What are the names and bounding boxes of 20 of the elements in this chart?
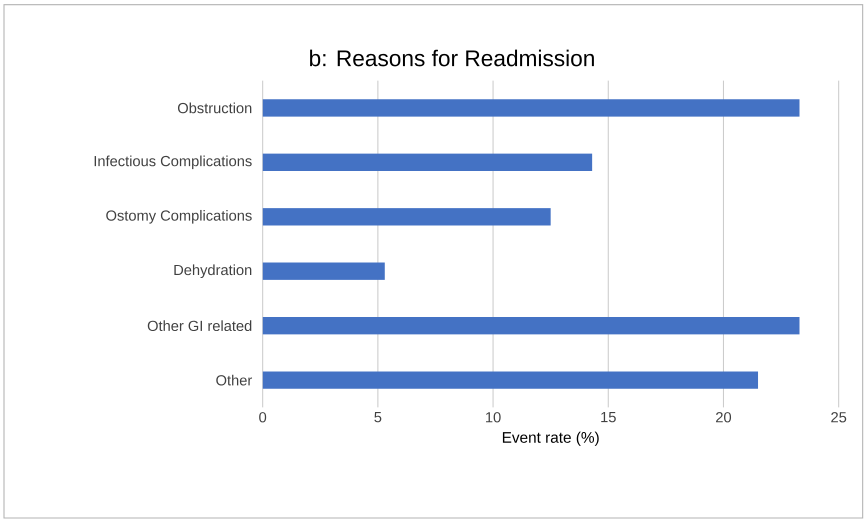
x-tick-label: 15 <box>601 412 616 422</box>
x-tick-label: 0 <box>259 412 266 422</box>
bar <box>262 317 800 334</box>
y-tick-label: Other <box>216 374 252 386</box>
bar <box>262 208 551 226</box>
y-tick-label: Dehydration <box>174 264 252 278</box>
y-tick-label: Infectious Complications <box>94 156 252 170</box>
x-tick-label: 20 <box>716 412 732 422</box>
bar <box>262 262 385 280</box>
y-tick-label: Ostomy Complications <box>106 210 252 224</box>
x-tick-label: 5 <box>374 412 382 422</box>
x-axis-title: Event rate (%) <box>502 432 599 446</box>
chart-title: b: Reasons for Readmission <box>310 50 594 66</box>
bar <box>262 371 758 389</box>
x-tick-label: 25 <box>831 412 846 422</box>
y-tick-label: Other GI related <box>148 320 252 332</box>
y-tick-label: Obstruction <box>178 102 252 114</box>
bar <box>262 154 592 172</box>
x-tick-label: 10 <box>486 412 501 422</box>
bar <box>262 99 800 117</box>
